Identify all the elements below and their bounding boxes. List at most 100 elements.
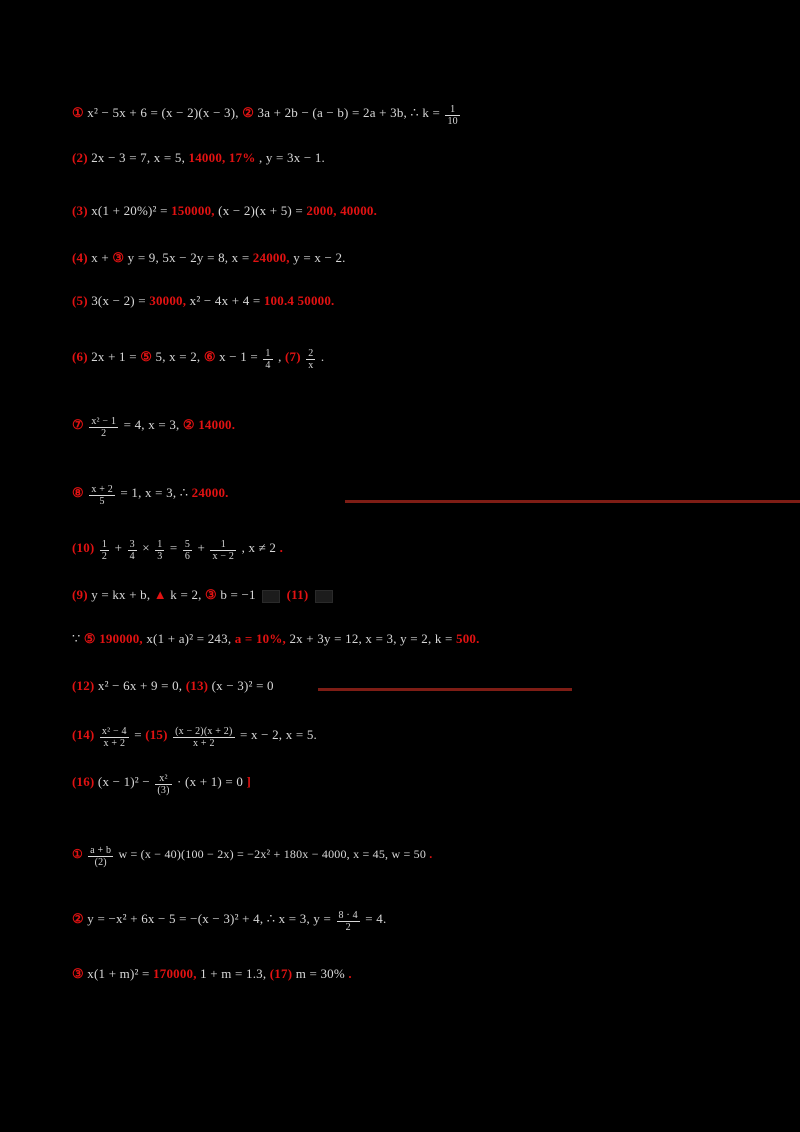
answer-underline — [318, 688, 572, 691]
math-segment: (2) — [72, 150, 88, 165]
math-segment: (x − 1)² − — [94, 774, 154, 789]
math-segment: w = (x − 40)(100 − 2x) = −2x² + 180x − 4… — [115, 847, 430, 861]
math-segment: ] — [246, 774, 252, 789]
math-line: (3) x(1 + 20%)² = 150000, (x − 2)(x + 5)… — [72, 203, 377, 219]
math-segment: (17) — [269, 966, 293, 981]
math-segment: x(1 + a)² = 243, — [142, 631, 235, 646]
math-segment: x(1 + m)² = — [83, 966, 154, 981]
fraction: a + b (2) — [88, 845, 114, 868]
math-segment: (11) — [286, 587, 309, 602]
math-segment: x² − 5x + 6 = (x − 2)(x − 3), — [83, 105, 243, 120]
math-segment: x − 1 = — [215, 349, 262, 364]
answer-underline — [345, 500, 800, 503]
math-segment: 3a + 2b − (a − b) = 2a + 3b, ∴ k = — [254, 105, 444, 120]
math-line: ① x² − 5x + 6 = (x − 2)(x − 3), ② 3a + 2… — [72, 104, 462, 127]
fraction: x² (3) — [155, 773, 172, 796]
fraction: 1 10 — [445, 104, 460, 127]
math-segment: 3(x − 2) = — [87, 293, 150, 308]
math-segment: (5) — [72, 293, 88, 308]
math-segment: ② — [182, 417, 195, 432]
math-segment: ▲ — [153, 587, 167, 602]
math-segment: (10) — [72, 540, 95, 555]
math-segment: 190000, — [99, 631, 143, 646]
math-segment: ⑦ — [72, 417, 84, 432]
math-segment: 2x + 1 = — [87, 349, 141, 364]
math-line: ② y = −x² + 6x − 5 = −(x − 3)² + 4, ∴ x … — [72, 910, 386, 933]
math-segment: 2000, 40000. — [306, 203, 378, 218]
math-segment: + — [194, 540, 209, 555]
math-segment: x² − 4x + 4 = — [186, 293, 264, 308]
math-segment — [84, 417, 87, 432]
math-line: (5) 3(x − 2) = 30000, x² − 4x + 4 = 100.… — [72, 293, 335, 309]
math-segment: 2x − 3 = 7, x = 5, — [87, 150, 189, 165]
math-segment: y = x − 2. — [289, 250, 346, 265]
math-segment: ∵ — [72, 631, 84, 646]
math-segment: b = −1 — [216, 587, 260, 602]
math-segment: (15) — [145, 727, 168, 742]
redacted-box — [262, 589, 281, 603]
math-segment: ③ — [72, 966, 84, 981]
math-segment: (6) — [72, 349, 88, 364]
math-segment: ③ — [205, 587, 217, 602]
math-segment: 1 + m = 1.3, — [196, 966, 270, 981]
math-segment: ② — [72, 911, 84, 926]
math-segment: ① — [72, 105, 84, 120]
fraction: (x − 2)(x + 2) x + 2 — [173, 726, 235, 749]
math-segment: = 4, x = 3, — [120, 417, 183, 432]
math-segment: (7) — [284, 349, 301, 364]
math-segment: . — [429, 847, 433, 861]
math-segment: = — [166, 540, 181, 555]
math-segment: y = −x² + 6x − 5 = −(x − 3)² + 4, ∴ x = … — [83, 911, 335, 926]
math-segment — [94, 727, 97, 742]
math-segment: 2x + 3y = 12, x = 3, y = 2, k = — [286, 631, 457, 646]
math-segment: = — [130, 727, 146, 742]
math-segment: y = 9, 5x − 2y = 8, x = — [124, 250, 253, 265]
math-segment: = 4. — [361, 911, 387, 926]
math-segment: . — [348, 966, 352, 981]
math-segment: 150000, — [171, 203, 215, 218]
math-segment: ⑥ — [203, 349, 216, 364]
math-segment: (14) — [72, 727, 95, 742]
math-segment: (4) — [72, 250, 88, 265]
math-segment: (13) — [185, 678, 209, 693]
math-segment: (9) — [72, 587, 88, 602]
math-segment: ① — [72, 847, 83, 861]
math-segment: ⑤ — [140, 349, 153, 364]
math-segment: 24000, — [252, 250, 290, 265]
math-segment: = 1, x = 3, ∴ — [116, 485, 192, 500]
math-segment: 30000, — [149, 293, 187, 308]
math-line: (4) x + ③ y = 9, 5x − 2y = 8, x = 24000,… — [72, 250, 346, 266]
math-segment: , y = 3x − 1. — [255, 150, 325, 165]
math-segment: 14000, — [188, 150, 226, 165]
math-segment: ② — [242, 105, 255, 120]
math-segment: m = 30% — [292, 966, 349, 981]
math-segment: x(1 + 20%)² = — [87, 203, 172, 218]
math-segment: . — [317, 349, 325, 364]
math-line: ① a + b (2) w = (x − 40)(100 − 2x) = −2x²… — [72, 845, 432, 868]
math-line: ∵ ⑤ 190000, x(1 + a)² = 243, a = 10%, 2x… — [72, 631, 480, 647]
math-segment: (x − 2)(x + 5) = — [214, 203, 307, 218]
math-segment: a = 10%, — [234, 631, 286, 646]
math-segment — [84, 485, 87, 500]
math-segment — [308, 587, 311, 602]
math-segment: k = 2, — [166, 587, 206, 602]
math-segment: ⑧ — [72, 485, 84, 500]
math-segment: × — [138, 540, 154, 555]
math-segment: . — [279, 540, 284, 555]
math-line: (9) y = kx + b, ▲ k = 2, ③ b = −1 (11) — [72, 587, 336, 603]
math-segment — [94, 540, 97, 555]
